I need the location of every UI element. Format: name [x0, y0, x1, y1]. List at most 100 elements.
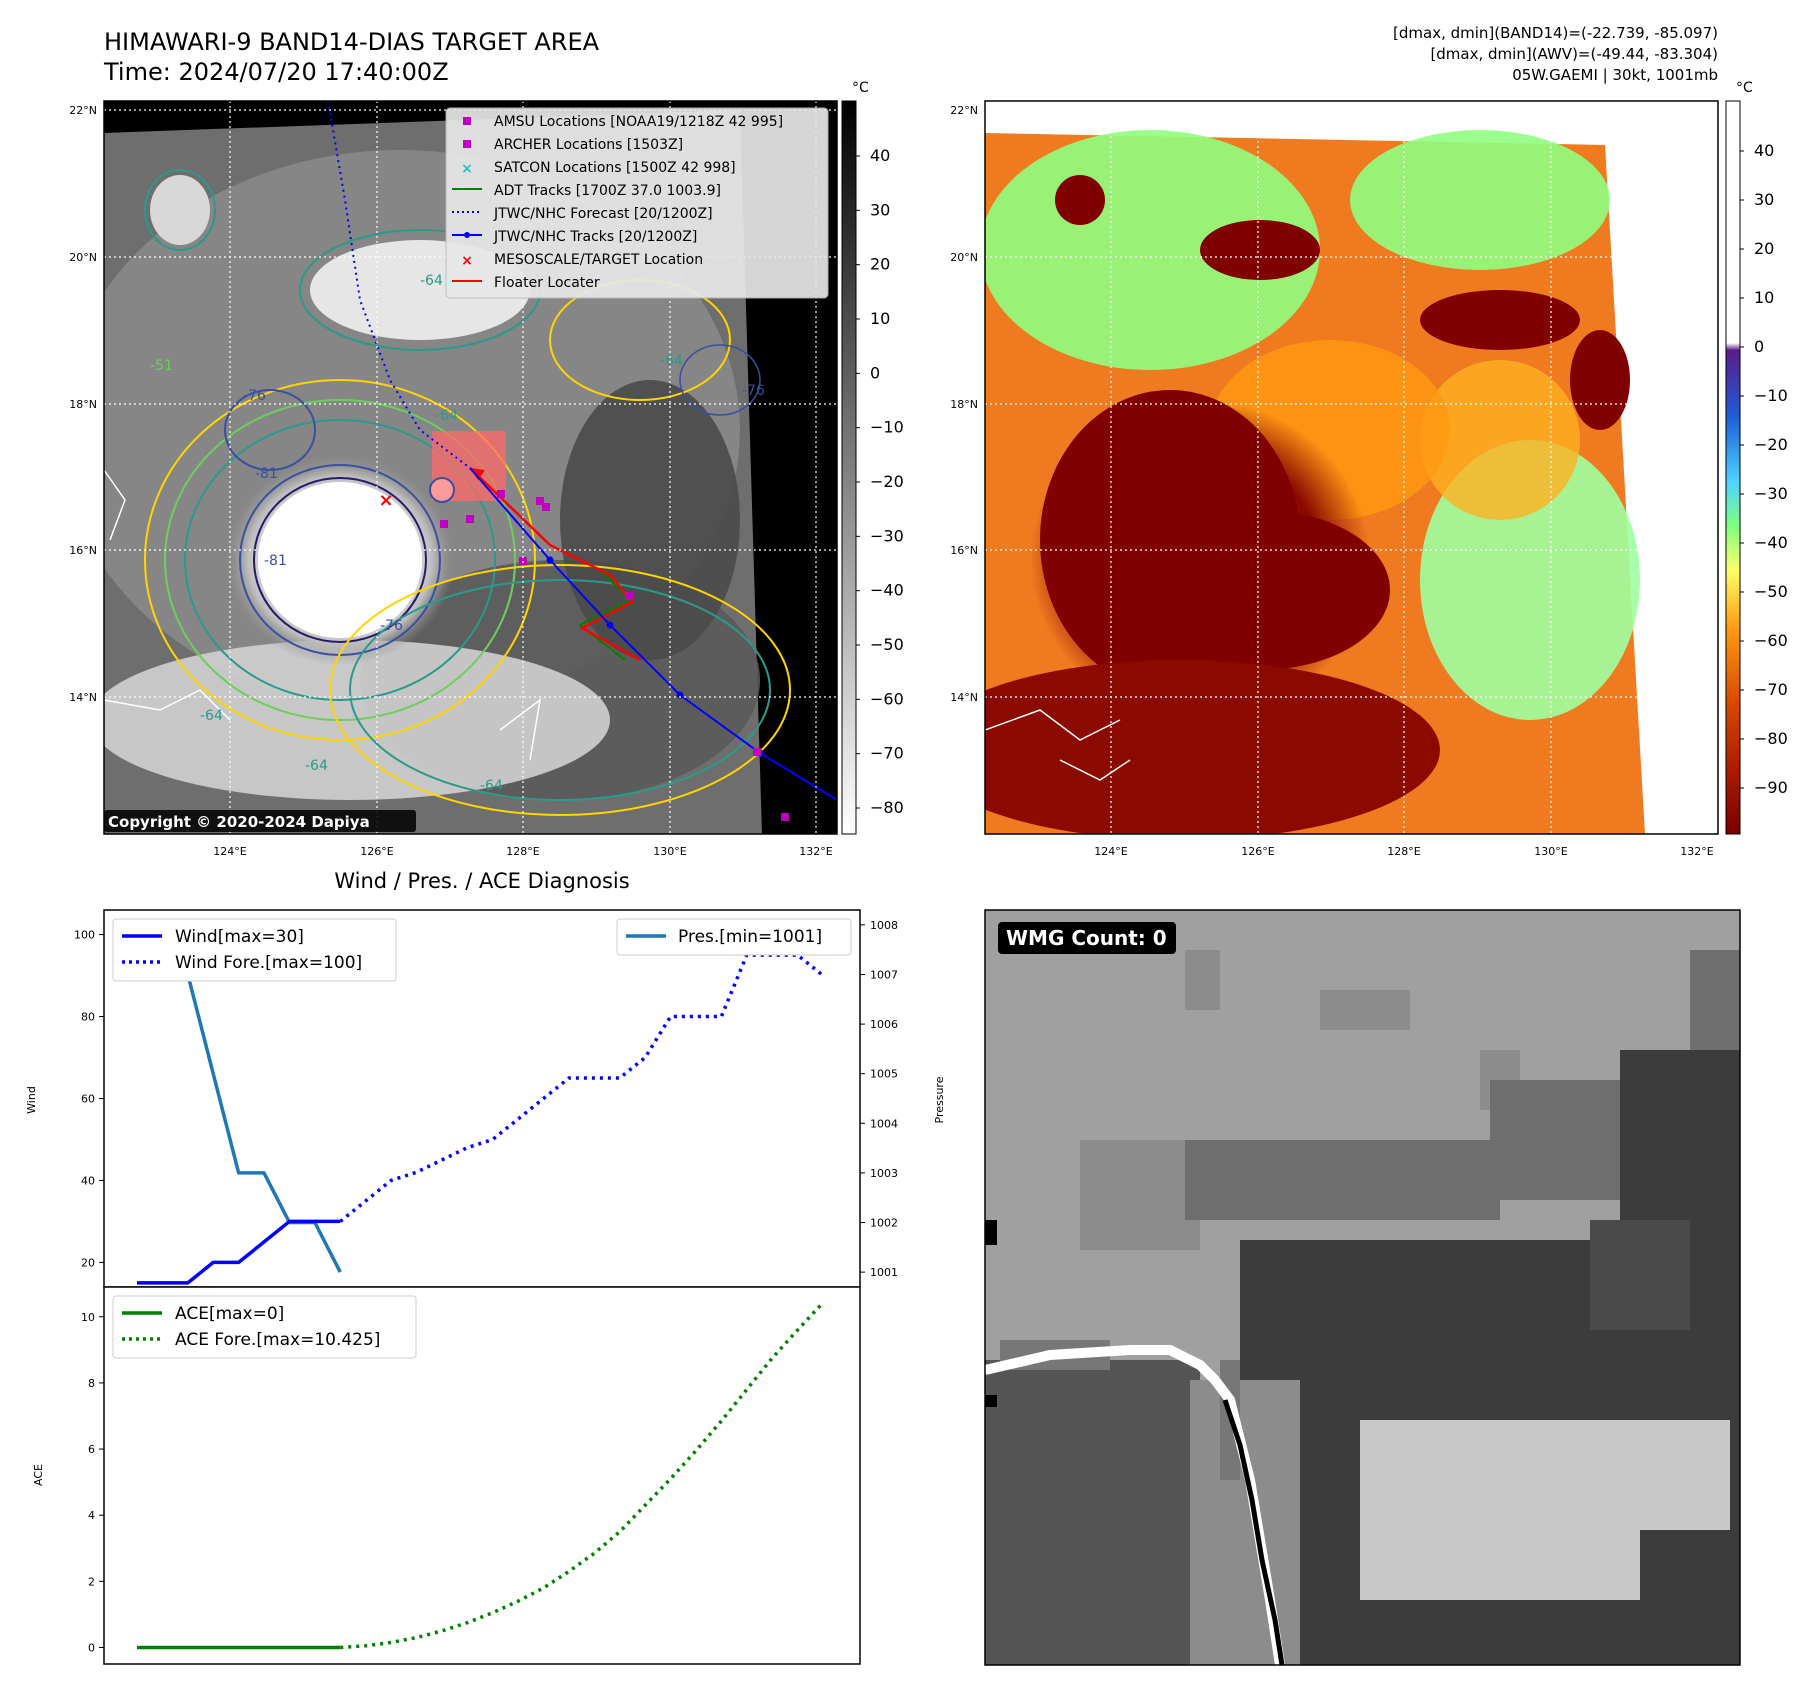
lat-label: 18°N: [950, 398, 978, 411]
ace-tick-label: 0: [88, 1641, 95, 1654]
lat-label: 22°N: [69, 104, 97, 117]
colorbar-tick-label: −30: [1754, 484, 1788, 503]
legend-jtwc-forecast: JTWC/NHC Forecast [20/1200Z]: [493, 206, 713, 222]
colorbar-tick-label: 40: [870, 146, 890, 165]
svg-text:×: ×: [461, 161, 473, 177]
wind-pressure-chart: Wind Pressure 100 80 60 40 20 1008 1007 1006 10…: [25, 909, 946, 1288]
awv-colorbar-unit: °C: [1736, 80, 1753, 96]
ace-tick-label: 8: [88, 1377, 95, 1390]
colorbar-tick-label: −20: [870, 472, 904, 491]
legend-ace-fore: ACE Fore.[max=10.425]: [175, 1330, 380, 1350]
diagnosis-title: Wind / Pres. / ACE Diagnosis: [334, 869, 629, 893]
legend-wind: Wind[max=30]: [175, 927, 304, 947]
svg-text:×: ×: [378, 490, 393, 511]
lat-label: 16°N: [69, 544, 97, 557]
wind-tick-label: 40: [81, 1174, 95, 1187]
legend-ace: ACE[max=0]: [175, 1304, 284, 1324]
wind-axis-label: Wind: [25, 1086, 38, 1114]
legend-jtwc-tracks: JTWC/NHC Tracks [20/1200Z]: [493, 229, 697, 245]
lon-label: 126°E: [1241, 845, 1274, 858]
colorbar-tick-label: 40: [1754, 141, 1774, 160]
colorbar-tick-label: 0: [1754, 337, 1764, 356]
colorbar-tick-label: −30: [870, 526, 904, 545]
contour-label: -76: [380, 618, 403, 634]
colorbar-tick-label: −40: [1754, 533, 1788, 552]
pressure-tick-label: 1007: [870, 968, 898, 981]
contour-label: -51: [150, 358, 173, 374]
legend-archer: ARCHER Locations [1503Z]: [494, 137, 683, 153]
legend-amsu: AMSU Locations [NOAA19/1218Z 42 995]: [494, 114, 783, 130]
colorbar-tick-label: −20: [1754, 435, 1788, 454]
colorbar-tick-label: −10: [1754, 386, 1788, 405]
colorbar-tick-label: −40: [870, 581, 904, 600]
lat-label: 18°N: [69, 398, 97, 411]
wmg-panel: WMG Count: 0: [984, 909, 1741, 1666]
ir-colorbar-unit: °C: [852, 80, 869, 96]
awv-map-panel: 22°N 20°N 18°N 16°N 14°N 124°E 126°E 128…: [950, 80, 1788, 858]
legend-target: MESOSCALE/TARGET Location: [494, 252, 703, 268]
contour-label: -64: [200, 708, 223, 724]
colorbar-tick-label: −70: [1754, 680, 1788, 699]
pressure-tick-label: 1004: [870, 1117, 898, 1130]
colorbar-tick-label: −60: [870, 689, 904, 708]
ace-tick-label: 4: [88, 1509, 95, 1522]
contour-label: -64: [480, 778, 503, 794]
wind-series-line: [137, 1219, 341, 1285]
lon-label: 132°E: [1680, 845, 1713, 858]
legend-adt: ADT Tracks [1700Z 37.0 1003.9]: [494, 183, 721, 199]
lat-label: 14°N: [950, 691, 978, 704]
ir-colorbar: [841, 100, 857, 835]
colorbar-tick-label: −10: [870, 418, 904, 437]
pressure-tick-label: 1001: [870, 1266, 898, 1279]
contour-label: -76: [742, 383, 765, 399]
ace-chart: ACE 10 8 6 4 2 0 ACE[max=0] ACE Fore.[max=10.…: [32, 1286, 861, 1665]
contour-label: -64: [660, 353, 683, 369]
colorbar-tick-label: −70: [870, 744, 904, 763]
colorbar-tick-label: 20: [870, 255, 890, 274]
ace-tick-label: 6: [88, 1443, 95, 1456]
lon-label: 128°E: [506, 845, 539, 858]
colorbar-tick-label: −80: [1754, 729, 1788, 748]
lon-label: 124°E: [213, 845, 246, 858]
info-storm: 05W.GAEMI | 30kt, 1001mb: [1512, 66, 1718, 84]
contour-label: -81: [255, 466, 278, 482]
colorbar-tick-label: 0: [870, 363, 880, 382]
pressure-axis-label: Pressure: [933, 1076, 946, 1123]
lon-label: 132°E: [799, 845, 832, 858]
wind-tick-label: 100: [74, 929, 95, 942]
legend-pres: Pres.[min=1001]: [678, 927, 822, 947]
legend-floater: Floater Locater: [494, 275, 600, 291]
lat-label: 22°N: [950, 104, 978, 117]
contour-label: -64: [435, 408, 458, 424]
ace-tick-label: 10: [81, 1311, 95, 1324]
figure-title: HIMAWARI-9 BAND14-DIAS TARGET AREA: [104, 28, 600, 56]
lat-label: 20°N: [69, 251, 97, 264]
colorbar-tick-label: 30: [870, 200, 890, 219]
legend-satcon: SATCON Locations [1500Z 42 998]: [494, 160, 736, 176]
colorbar-tick-label: −90: [1754, 778, 1788, 797]
pressure-tick-label: 1005: [870, 1068, 898, 1081]
lon-label: 126°E: [360, 845, 393, 858]
wind-tick-label: 60: [81, 1093, 95, 1106]
lat-label: 16°N: [950, 544, 978, 557]
colorbar-tick-label: 10: [870, 309, 890, 328]
pressure-tick-label: 1008: [870, 919, 898, 932]
ace-tick-label: 2: [88, 1575, 95, 1588]
contour-label: -76: [243, 388, 266, 404]
figure-time: Time: 2024/07/20 17:40:00Z: [103, 58, 449, 86]
lon-label: 130°E: [653, 845, 686, 858]
colorbar-tick-label: 20: [1754, 239, 1774, 258]
colorbar-tick-label: −80: [870, 798, 904, 817]
awv-colorbar: [1725, 100, 1741, 835]
pressure-tick-label: 1003: [870, 1167, 898, 1180]
contour-label: -81: [264, 553, 287, 569]
pressure-tick-label: 1002: [870, 1217, 898, 1230]
colorbar-tick-label: −50: [1754, 582, 1788, 601]
pressure-tick-label: 1006: [870, 1018, 898, 1031]
svg-text:×: ×: [461, 253, 473, 269]
wind-tick-label: 80: [81, 1011, 95, 1024]
ace-axis-label: ACE: [32, 1464, 45, 1486]
contour-label: -64: [420, 273, 443, 289]
lat-label: 14°N: [69, 691, 97, 704]
